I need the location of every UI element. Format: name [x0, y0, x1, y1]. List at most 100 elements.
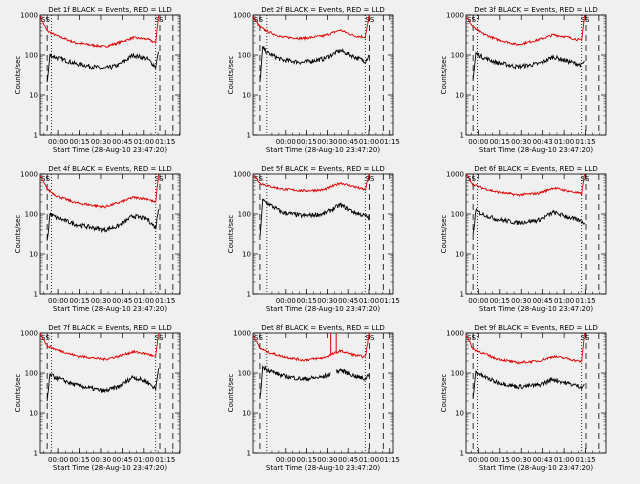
x-tick-label: 00:15 — [297, 456, 317, 464]
x-tick-label: 00:00 — [48, 138, 68, 146]
x-tick-label: 01:00 — [554, 138, 574, 146]
y-tick-label: 1000 — [233, 171, 251, 179]
y-tick-label: 10 — [455, 251, 464, 259]
y-axis-label: Counts/sec — [440, 56, 448, 95]
x-axis-label: Start Time (28-Aug-10 23:47:20) — [266, 146, 380, 154]
chart-panel-4: Det 4f BLACK = Events, RED = LLD 1 10 100 10… — [14, 165, 181, 313]
x-tick-label: 00:30 — [317, 456, 337, 464]
x-tick-label: 00:00 — [468, 138, 488, 146]
y-tick-label: 1 — [34, 291, 38, 299]
x-axis-label: Start Time (28-Aug-10 23:47:20) — [53, 146, 167, 154]
saa-marker-right: SS — [581, 175, 590, 183]
x-tick-label: 01:00 — [359, 456, 379, 464]
saa-marker-left: SS — [254, 175, 263, 183]
saa-marker-left: SS — [467, 175, 476, 183]
chart-title: Det 5f BLACK = Events, RED = LLD — [261, 165, 384, 173]
y-tick-label: 1 — [247, 450, 251, 458]
x-tick-label: 01:15 — [380, 297, 400, 305]
series-line-events — [472, 207, 585, 235]
plot-frame — [252, 173, 394, 295]
x-axis-label: Start Time (28-Aug-10 23:47:20) — [53, 464, 167, 472]
saa-marker-left: SS — [254, 334, 263, 342]
plot-frame — [465, 14, 607, 136]
chart-title: Det 8f BLACK = Events, RED = LLD — [261, 324, 384, 332]
chart-panel-6: Det 6f BLACK = Events, RED = LLD 1 10 100 10… — [440, 165, 607, 313]
series-line-lld — [465, 332, 586, 365]
y-tick-label: 100 — [25, 370, 38, 378]
x-tick-label: 00:45 — [338, 456, 358, 464]
saa-marker-left: SS — [467, 334, 476, 342]
x-tick-label: 00:00 — [48, 297, 68, 305]
series-line-lld — [39, 14, 160, 49]
x-axis-label: Start Time (28-Aug-10 23:47:20) — [479, 305, 593, 313]
x-tick-label: 00:15 — [69, 138, 89, 146]
plot-frame — [39, 332, 181, 454]
x-tick-label: 00:00 — [468, 297, 488, 305]
x-tick-label: 00:30 — [91, 297, 111, 305]
plot-frame — [39, 14, 181, 136]
x-tick-label: 00:30 — [317, 138, 337, 146]
chart-panel-8: Det 8f BLACK = Events, RED = LLD 1 10 100 10… — [227, 324, 400, 472]
y-axis-label: Counts/sec — [440, 215, 448, 254]
y-tick-label: 100 — [238, 211, 251, 219]
saa-marker-right: SS — [155, 334, 164, 342]
y-axis-label: Counts/sec — [227, 56, 235, 95]
x-tick-label: 00:43 — [533, 456, 553, 464]
y-tick-label: 10 — [242, 92, 251, 100]
y-axis-label: Counts/sec — [440, 374, 448, 413]
y-tick-label: 10 — [455, 92, 464, 100]
x-tick-label: 00:15 — [297, 297, 317, 305]
series-line-lld — [39, 173, 160, 209]
x-tick-label: 00:30 — [511, 456, 531, 464]
x-tick-label: 00:30 — [91, 456, 111, 464]
plot-frame — [39, 173, 181, 295]
x-tick-label: 00:15 — [490, 138, 510, 146]
y-tick-label: 100 — [25, 52, 38, 60]
y-tick-label: 1 — [460, 450, 464, 458]
plot-frame — [252, 14, 394, 136]
saa-marker-right: SS — [155, 16, 164, 24]
y-axis-label: Counts/sec — [227, 374, 235, 413]
saa-marker-right: SS — [581, 334, 590, 342]
saa-marker-right: SS — [581, 16, 590, 24]
series-line-events — [259, 198, 370, 237]
x-tick-label: 01:15 — [155, 456, 175, 464]
x-tick-label: 00:45 — [112, 456, 132, 464]
plot-frame — [465, 173, 607, 295]
x-tick-label: 01:15 — [575, 138, 595, 146]
x-tick-label: 01:00 — [134, 297, 154, 305]
series-line-events — [46, 209, 160, 241]
series-line-lld — [39, 332, 160, 362]
chart-title: Det 7f BLACK = Events, RED = LLD — [48, 324, 171, 332]
y-tick-label: 1 — [34, 132, 38, 140]
chart-panel-2: Det 2f BLACK = Events, RED = LLD 1 10 100 10… — [227, 6, 400, 154]
y-tick-label: 100 — [238, 52, 251, 60]
x-tick-label: 00:15 — [297, 138, 317, 146]
x-axis-label: Start Time (28-Aug-10 23:47:20) — [479, 464, 593, 472]
series-line-lld — [252, 332, 370, 362]
y-tick-label: 1000 — [446, 171, 464, 179]
x-tick-label: 00:45 — [338, 138, 358, 146]
x-tick-label: 00:30 — [317, 297, 337, 305]
x-tick-label: 01:15 — [155, 138, 175, 146]
x-tick-label: 00:15 — [490, 456, 510, 464]
x-tick-label: 00:45 — [112, 297, 132, 305]
chart-panel-9: Det 9f BLACK = Events, RED = LLD 1 10 100 10… — [440, 324, 607, 472]
y-tick-label: 10 — [455, 410, 464, 418]
series-line-lld — [465, 14, 586, 47]
y-tick-label: 10 — [29, 92, 38, 100]
series-line-events — [46, 51, 160, 83]
saa-marker-left: SS — [41, 16, 50, 24]
x-tick-label: 00:00 — [276, 297, 296, 305]
saa-marker-right: SS — [365, 16, 374, 24]
chart-title: Det 1f BLACK = Events, RED = LLD — [48, 6, 171, 14]
y-axis-label: Counts/sec — [14, 56, 22, 95]
x-tick-label: 01:00 — [554, 456, 574, 464]
x-axis-label: Start Time (28-Aug-10 23:47:20) — [479, 146, 593, 154]
series-line-events — [472, 51, 585, 80]
y-tick-label: 10 — [29, 251, 38, 259]
series-line-events — [46, 368, 160, 402]
y-tick-label: 1000 — [20, 12, 38, 20]
